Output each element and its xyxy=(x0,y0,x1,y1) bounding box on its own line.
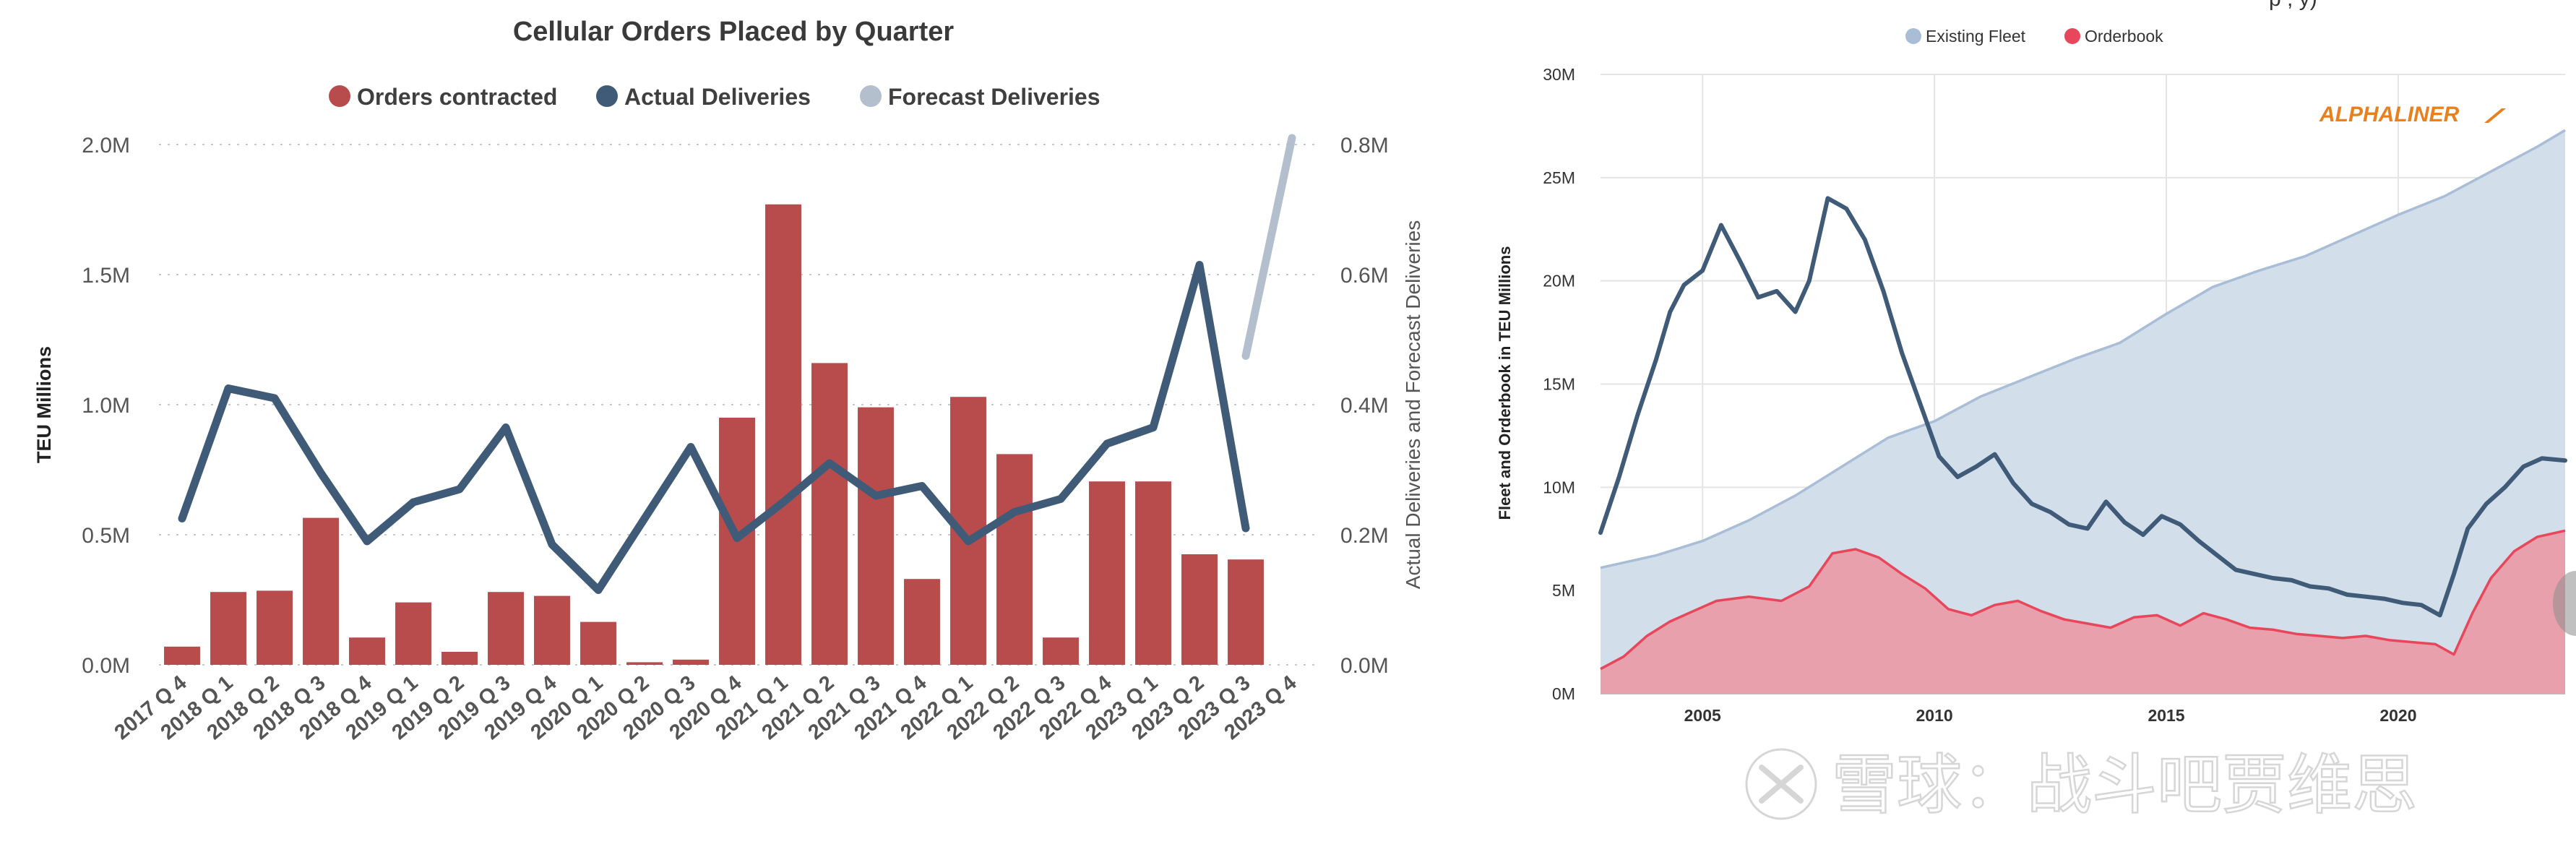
right-x-tick: 2015 xyxy=(2148,706,2184,725)
left-y-tick: 0.5M xyxy=(82,524,130,548)
bar-2021-q-2 xyxy=(811,363,848,665)
bar-2021-q-4 xyxy=(904,579,940,665)
watermark-text: 雪球：战斗吧贾维思 xyxy=(1832,747,2417,823)
legend-label-orderbook: Orderbook xyxy=(2085,27,2163,46)
legend-marker-orderbook xyxy=(2064,28,2080,44)
right-y-axis-ticks: 0M 5M 10M 15M 20M 25M 30M xyxy=(1543,65,1575,703)
right-y-tick: 15M xyxy=(1543,375,1575,394)
right-x-tick: 2020 xyxy=(2379,706,2416,725)
legend-label-orders-contracted: Orders contracted xyxy=(357,84,557,110)
legend-label-actual-deliveries: Actual Deliveries xyxy=(624,84,811,110)
bar-2019-q-4 xyxy=(534,595,570,665)
right-x-axis-ticks: 2005 2010 2015 2020 xyxy=(1684,706,2417,725)
left-y2-axis-ticks: 0.0M 0.2M 0.4M 0.6M 0.8M xyxy=(1340,134,1389,678)
left-y2-tick: 0.6M xyxy=(1340,264,1389,288)
right-y-tick: 25M xyxy=(1543,168,1575,187)
legend-marker-forecast-deliveries xyxy=(860,85,882,107)
bar-2018-q-4 xyxy=(349,637,385,665)
left-y2-tick: 0.8M xyxy=(1340,134,1389,158)
right-y-tick: 20M xyxy=(1543,272,1575,291)
bar-2019-q-3 xyxy=(488,592,524,665)
legend-marker-existing-fleet xyxy=(1905,28,1921,44)
right-y-axis-label: Fleet and Orderbook in TEU Millions xyxy=(1496,246,1514,520)
legend-marker-actual-deliveries xyxy=(596,85,618,107)
legend-label-existing-fleet: Existing Fleet xyxy=(1926,27,2026,46)
right-x-tick: 2005 xyxy=(1684,706,1721,725)
legend-label-forecast-deliveries: Forecast Deliveries xyxy=(888,84,1100,110)
watermark: 雪球：战斗吧贾维思 xyxy=(1743,746,2418,824)
area-fill-orderbook xyxy=(1601,530,2565,694)
bar-2023-q-1 xyxy=(1135,481,1171,665)
right-chart-title-fragment: p , y) xyxy=(2269,0,2317,11)
left-chart-title: Cellular Orders Placed by Quarter xyxy=(513,17,955,47)
bar-2022-q-4 xyxy=(1089,481,1125,665)
bar-2022-q-2 xyxy=(996,454,1033,665)
left-y-tick: 1.5M xyxy=(82,264,130,288)
left-y-axis-label: TEU Millions xyxy=(33,346,55,463)
left-y2-tick: 0.4M xyxy=(1340,394,1389,418)
left-delivery-lines xyxy=(178,134,1296,594)
bar-2018-q-2 xyxy=(257,590,293,665)
bar-2021-q-3 xyxy=(858,407,894,665)
right-chart: p , y) Existing Fleet Orderbook 0M 5M 10M 15… xyxy=(1496,0,2576,725)
bar-2020-q-3 xyxy=(673,659,709,665)
bar-2020-q-2 xyxy=(626,662,663,665)
bar-2017-q-4 xyxy=(164,646,200,665)
right-area-series xyxy=(1600,129,2566,694)
right-y-tick: 10M xyxy=(1543,478,1575,496)
right-y-tick: 30M xyxy=(1543,65,1575,84)
bar-2023-q-2 xyxy=(1181,554,1218,665)
right-y-tick: 0M xyxy=(1552,684,1575,703)
left-y-tick: 0.0M xyxy=(82,654,130,678)
legend-marker-orders-contracted xyxy=(329,85,350,107)
right-y-tick: 5M xyxy=(1552,581,1575,600)
alphaliner-logo-slash-icon xyxy=(2484,108,2506,123)
bar-2023-q-3 xyxy=(1228,559,1264,665)
bar-2021-q-1 xyxy=(765,204,801,665)
bar-2019-q-1 xyxy=(395,602,431,665)
line-fleet-orderbook-ratio-line xyxy=(1598,196,2567,618)
bar-2018-q-1 xyxy=(210,592,246,665)
right-chart-legend[interactable]: Existing Fleet Orderbook xyxy=(1905,27,2163,46)
bar-2020-q-1 xyxy=(580,621,616,665)
right-x-tick: 2010 xyxy=(1916,706,1953,725)
area-edge-existing-fleet xyxy=(1600,129,2566,569)
left-y2-tick: 0.0M xyxy=(1340,654,1389,678)
bar-2018-q-3 xyxy=(303,517,339,665)
area-edge-orderbook xyxy=(1600,529,2566,671)
bar-2022-q-3 xyxy=(1043,637,1079,665)
right-line-series xyxy=(1598,196,2567,618)
bar-2019-q-2 xyxy=(441,652,478,665)
left-y-tick: 1.0M xyxy=(82,394,130,418)
alphaliner-logo: ALPHALINER xyxy=(2319,103,2460,126)
left-y2-tick: 0.2M xyxy=(1340,524,1389,548)
line-forecast-deliveries xyxy=(1241,134,1296,360)
left-y2-axis-label: Actual Deliveries and Forecast Deliverie… xyxy=(1402,220,1424,589)
line-actual-deliveries xyxy=(178,261,1250,594)
left-y-axis-ticks: 0.0M 0.5M 1.0M 1.5M 2.0M xyxy=(82,134,130,678)
scroll-edge-handle[interactable] xyxy=(2553,571,2576,636)
left-y-tick: 2.0M xyxy=(82,134,130,158)
left-chart-legend[interactable]: Orders contracted Actual Deliveries Foreca… xyxy=(329,84,1100,110)
